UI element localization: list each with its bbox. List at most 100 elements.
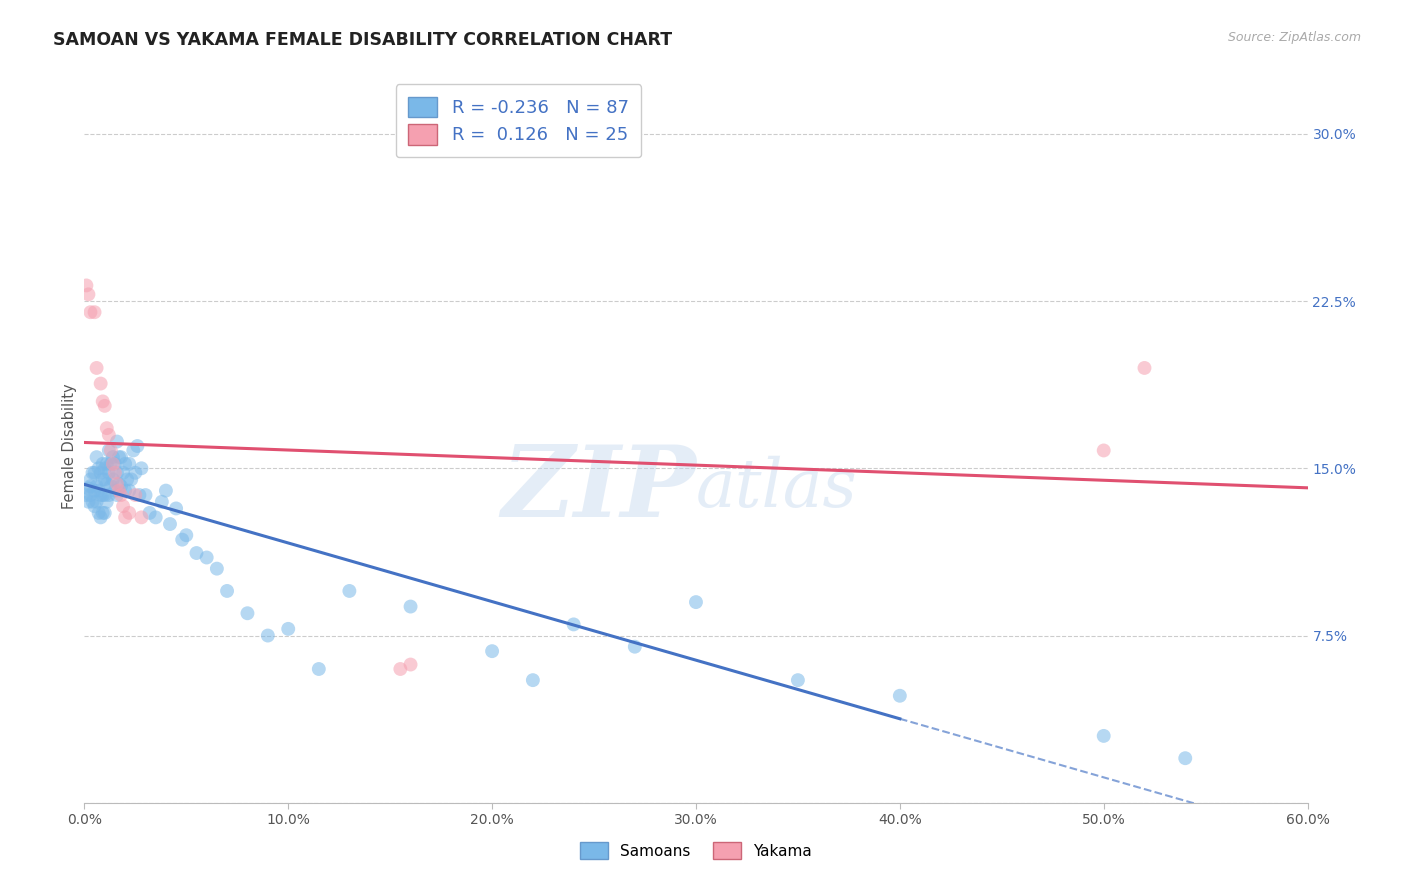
Point: [86, 360, 108, 375]
Point: [118, 483, 141, 498]
Text: atlas: atlas: [696, 456, 858, 522]
Point: [91, 473, 114, 487]
Point: [112, 466, 135, 480]
Point: [105, 488, 128, 502]
Point: [97, 488, 120, 502]
Point: [108, 476, 131, 491]
Point: [131, 510, 153, 524]
Point: [96, 494, 118, 508]
Point: [118, 506, 141, 520]
Point: [75, 488, 97, 502]
Point: [186, 546, 208, 560]
Text: ZIP: ZIP: [501, 441, 696, 537]
Point: [104, 457, 127, 471]
Point: [205, 562, 228, 576]
Point: [93, 399, 115, 413]
Point: [97, 466, 120, 480]
Point: [685, 595, 707, 609]
Point: [97, 443, 120, 458]
Point: [100, 443, 122, 458]
Point: [110, 479, 132, 493]
Point: [155, 483, 177, 498]
Point: [308, 662, 330, 676]
Legend: Samoans, Yakama: Samoans, Yakama: [572, 835, 820, 866]
Point: [91, 488, 114, 502]
Point: [87, 506, 110, 520]
Point: [277, 622, 299, 636]
Point: [389, 662, 412, 676]
Point: [104, 466, 127, 480]
Point: [145, 510, 167, 524]
Point: [172, 533, 194, 547]
Point: [108, 483, 131, 498]
Point: [83, 483, 105, 498]
Text: SAMOAN VS YAKAMA FEMALE DISABILITY CORRELATION CHART: SAMOAN VS YAKAMA FEMALE DISABILITY CORRE…: [53, 31, 672, 49]
Point: [96, 421, 118, 435]
Point: [83, 305, 105, 319]
Point: [399, 657, 422, 672]
Point: [1174, 751, 1197, 765]
Point: [87, 483, 110, 498]
Point: [101, 450, 124, 464]
Point: [127, 439, 149, 453]
Point: [124, 466, 146, 480]
Point: [90, 466, 112, 480]
Point: [1092, 443, 1115, 458]
Y-axis label: Female Disability: Female Disability: [62, 384, 77, 508]
Point: [138, 506, 160, 520]
Point: [112, 499, 135, 513]
Point: [91, 457, 114, 471]
Point: [522, 673, 544, 687]
Point: [79, 479, 101, 493]
Point: [128, 488, 150, 502]
Point: [77, 482, 100, 496]
Point: [91, 394, 114, 409]
Point: [159, 516, 181, 531]
Point: [79, 473, 101, 487]
Point: [257, 628, 280, 642]
Point: [150, 494, 173, 508]
Point: [83, 499, 105, 513]
Point: [110, 450, 132, 464]
Point: [75, 278, 97, 293]
Point: [93, 488, 115, 502]
Point: [100, 457, 122, 471]
Point: [108, 450, 131, 464]
Point: [105, 476, 128, 491]
Point: [93, 506, 115, 520]
Point: [93, 461, 115, 475]
Point: [91, 506, 114, 520]
Point: [79, 488, 101, 502]
Point: [562, 617, 585, 632]
Point: [86, 479, 108, 493]
Point: [1092, 729, 1115, 743]
Point: [889, 689, 911, 703]
Point: [83, 466, 105, 480]
Point: [105, 434, 128, 449]
Point: [114, 483, 136, 498]
Point: [236, 607, 259, 621]
Point: [399, 599, 422, 614]
Point: [87, 461, 110, 475]
Point: [77, 287, 100, 301]
Point: [77, 494, 100, 508]
Point: [101, 473, 124, 487]
Point: [114, 457, 136, 471]
Point: [104, 483, 127, 498]
Point: [86, 450, 108, 464]
Point: [120, 473, 142, 487]
Point: [195, 550, 218, 565]
Point: [93, 473, 115, 487]
Point: [1133, 360, 1156, 375]
Point: [114, 510, 136, 524]
Point: [217, 583, 239, 598]
Point: [105, 466, 128, 480]
Point: [122, 443, 145, 458]
Point: [79, 305, 101, 319]
Point: [82, 466, 104, 480]
Point: [90, 510, 112, 524]
Point: [124, 488, 146, 502]
Point: [624, 640, 647, 654]
Point: [96, 457, 118, 471]
Point: [481, 644, 503, 658]
